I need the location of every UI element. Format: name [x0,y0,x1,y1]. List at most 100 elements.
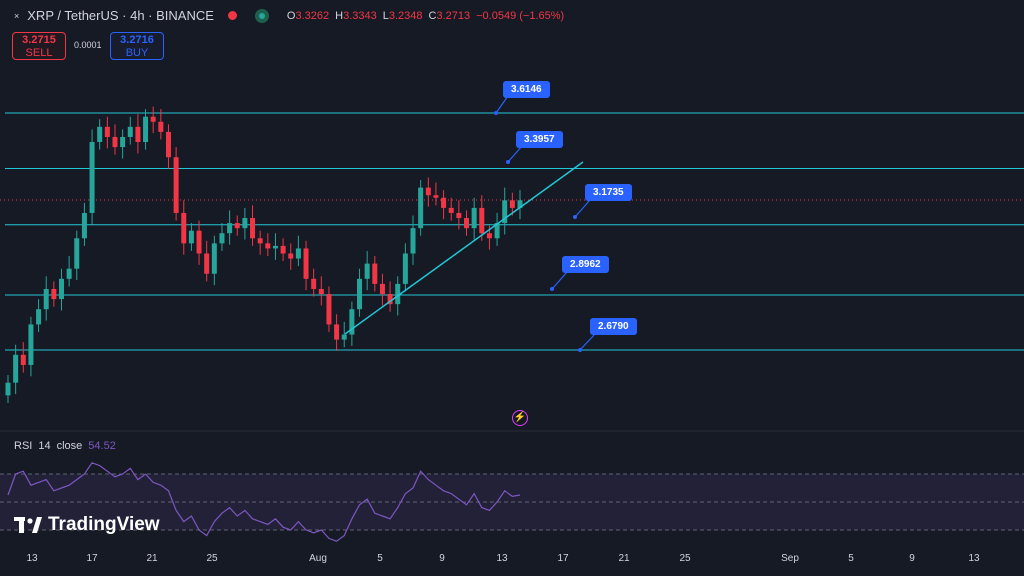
callout-anchor-4 [550,287,554,291]
trendline [344,161,584,335]
candle [471,207,477,229]
x-tick: 17 [557,553,569,564]
candle [379,283,385,295]
candle [219,233,225,244]
open-label: O [286,9,296,22]
candle [341,334,347,340]
sell-label: SELL [25,47,53,59]
tradingview-logo[interactable]: TradingView [14,514,160,536]
candle [433,195,439,198]
candle [509,200,515,208]
candle [395,283,401,305]
candle [318,288,324,295]
candle [456,212,462,219]
callout-pointer-1 [495,95,509,114]
candle [143,116,149,143]
callout-anchor-5 [578,348,582,352]
sell-button[interactable]: 3.2715 SELL [12,32,66,60]
candle [486,233,492,239]
candle [196,230,202,254]
candle [104,126,110,137]
candle [464,218,470,229]
candle [227,223,233,234]
candle [66,268,72,279]
flash-icon[interactable]: ⚡ [512,410,528,426]
candle [441,197,447,208]
candle [81,212,87,239]
buy-label: BUY [125,47,149,59]
x-tick: 21 [618,553,630,564]
buy-price: 3.2716 [120,34,154,46]
market-status-icon [227,11,237,20]
logo-text: TradingView [48,514,160,535]
tradingview-logo-icon [14,517,42,533]
candle [295,248,301,259]
candle [58,278,64,300]
ohlc-values: O3.3262 H3.3343 L3.2348 C3.2713 −0.0549 … [287,10,564,22]
candle [135,126,141,143]
candle [357,278,363,310]
callout-pointer-3 [574,199,591,218]
candle [158,121,164,132]
rsi-source: close [56,440,83,452]
candle [211,243,217,274]
time-axis[interactable]: 13 17 21 25 Aug 5 9 13 17 21 25 Sep 5 9 … [0,548,1024,576]
candle [127,126,133,137]
x-tick: 13 [968,553,980,564]
candle [387,294,393,305]
candle [36,309,42,325]
live-data-icon [254,8,269,23]
candle [265,243,271,249]
candle [120,136,126,148]
callout-anchor-1 [494,111,498,115]
callout-anchor-2 [506,160,510,164]
sell-price: 3.2715 [22,34,56,46]
candle [150,116,156,122]
x-tick: 25 [206,553,218,564]
candle [20,354,26,365]
open-value: 3.3262 [295,9,330,22]
candle [494,223,500,239]
candle [303,248,309,279]
x-tick: 5 [848,553,854,564]
rsi-legend[interactable]: RSI 14 close 54.52 [14,440,116,452]
candle [349,309,355,335]
level-callout-4[interactable]: 2.8962 [562,256,609,273]
candle [89,142,95,213]
candle [418,187,424,229]
x-tick: 17 [86,553,98,564]
candle [74,238,80,269]
level-callout-2[interactable]: 3.3957 [516,131,563,148]
candle [112,136,118,148]
callout-pointer-5 [579,332,597,351]
candle [234,223,240,229]
close-legend-icon[interactable]: × [14,10,20,21]
candle [402,253,408,284]
level-callout-1[interactable]: 3.6146 [503,81,550,98]
candle [165,131,171,158]
candle [288,253,294,259]
candle [181,212,187,244]
candle [97,126,103,143]
candle [242,218,248,229]
symbol-header: × XRP / TetherUS · 4h · BINANCE O3.3262 … [14,8,564,23]
level-callout-5[interactable]: 2.6790 [590,318,637,335]
candle [43,288,49,310]
candle [410,228,416,254]
buy-button[interactable]: 3.2716 BUY [110,32,164,60]
candle [326,294,332,325]
high-value: 3.3343 [343,9,377,22]
rsi-value: 54.52 [88,440,116,452]
candle [272,245,278,249]
x-tick: 5 [377,553,383,564]
candle [5,382,11,396]
candle [204,253,210,274]
symbol-title[interactable]: XRP / TetherUS · 4h · BINANCE [27,8,214,23]
x-tick: 21 [146,553,158,564]
level-callout-3[interactable]: 3.1735 [585,184,632,201]
candle [13,354,19,383]
rsi-line [7,462,521,542]
high-label: H [335,9,344,22]
candle [51,288,57,300]
